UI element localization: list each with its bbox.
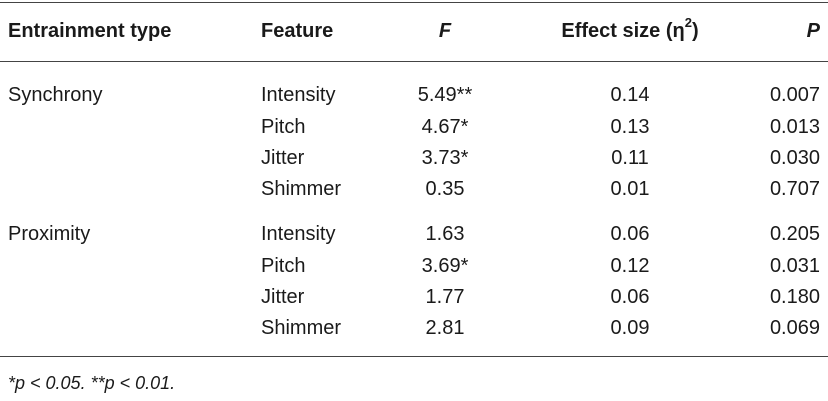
- table-cell-effect: 0.12: [610, 255, 650, 277]
- table-cell-effect: 0.09: [610, 317, 650, 339]
- table-cell-f: 3.73*: [421, 147, 469, 169]
- top-rule: [0, 2, 828, 3]
- table-cell-f: 3.69*: [421, 255, 469, 277]
- header-f: F: [438, 20, 452, 42]
- header-effect-size-sup: 2: [684, 15, 692, 31]
- table-cell-effect: 0.11: [611, 147, 649, 169]
- table-cell-p: 0.069: [769, 317, 820, 339]
- group-type-proximity: Proximity: [8, 223, 91, 245]
- table-cell-f: 4.67*: [421, 116, 469, 138]
- table-cell-feature: Jitter: [261, 286, 305, 308]
- table-cell-p: 0.180: [769, 286, 820, 308]
- table-cell-p: 0.031: [769, 255, 820, 277]
- table-cell-feature: Pitch: [261, 116, 306, 138]
- table-cell-feature: Pitch: [261, 255, 306, 277]
- table-cell-f: 0.35: [425, 178, 465, 200]
- table-cell-feature: Intensity: [261, 223, 336, 245]
- table-cell-feature: Intensity: [261, 84, 336, 106]
- table-cell-f: 5.49**: [417, 84, 473, 106]
- table-cell-feature: Shimmer: [261, 317, 342, 339]
- table-cell-p: 0.013: [769, 116, 820, 138]
- table-cell-p: 0.707: [769, 178, 820, 200]
- table-cell-p: 0.205: [769, 223, 820, 245]
- group-type-synchrony: Synchrony: [8, 84, 103, 106]
- table-cell-feature: Jitter: [261, 147, 305, 169]
- table-cell-feature: Shimmer: [261, 178, 342, 200]
- header-rule: [0, 61, 828, 62]
- table-cell-effect: 0.06: [610, 223, 650, 245]
- header-p: P: [806, 20, 820, 42]
- header-effect-size-close: ): [691, 20, 699, 42]
- header-feature: Feature: [261, 20, 334, 42]
- table-cell-p: 0.030: [769, 147, 820, 169]
- table-cell-f: 1.77: [425, 286, 465, 308]
- table-cell-effect: 0.13: [610, 116, 650, 138]
- table-cell-effect: 0.01: [610, 178, 650, 200]
- table-cell-effect: 0.14: [610, 84, 650, 106]
- table-cell-p: 0.007: [769, 84, 820, 106]
- header-effect-size-text: Effect size (η: [561, 20, 685, 42]
- bottom-rule: [0, 356, 828, 357]
- table-cell-f: 1.63: [425, 223, 465, 245]
- header-entrainment-type: Entrainment type: [8, 20, 172, 42]
- table-footnote: *p < 0.05. **p < 0.01.: [8, 373, 176, 393]
- table-cell-f: 2.81: [425, 317, 465, 339]
- header-effect-size: Effect size (η2): [540, 16, 720, 43]
- table-cell-effect: 0.06: [610, 286, 650, 308]
